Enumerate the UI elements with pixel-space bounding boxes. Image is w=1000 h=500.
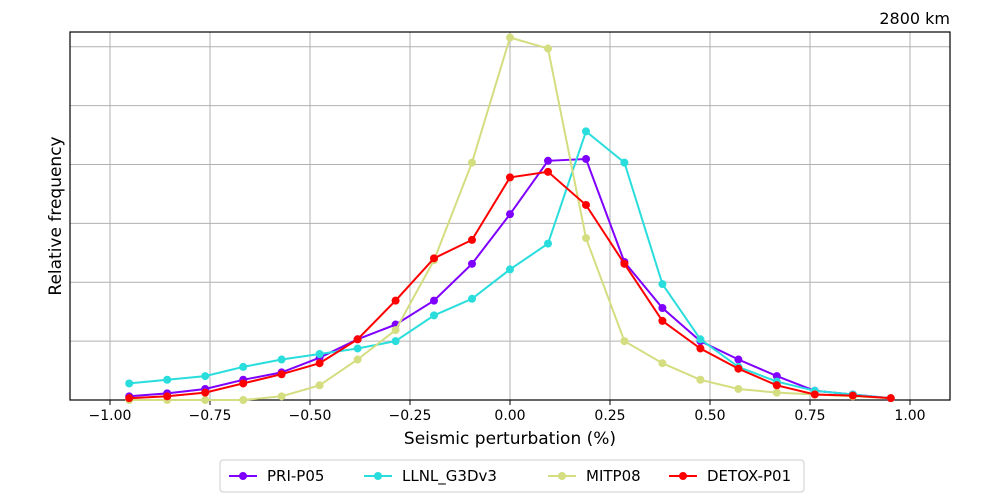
data-point-detox-p01-15 <box>696 344 705 353</box>
data-point-mitp08-4 <box>277 392 286 401</box>
data-point-pri-p05-12 <box>582 154 590 163</box>
data-point-detox-p01-11 <box>544 167 552 176</box>
legend-swatch-marker-llnl-g3dv3 <box>374 472 382 480</box>
data-point-llnl-g3dv3-12 <box>582 127 590 136</box>
x-axis-ticks: −1.00 −0.75 −0.50 −0.25 0.00 0.25 0.50 0.75 1.00 <box>89 400 926 424</box>
data-point-llnl-g3dv3-10 <box>506 265 514 274</box>
data-point-mitp08-7 <box>391 326 400 335</box>
data-point-pri-p05-11 <box>544 156 552 165</box>
data-point-pri-p05-17 <box>772 372 781 381</box>
data-point-detox-p01-4 <box>277 370 286 379</box>
legend: PRI-P05 LLNL_G3Dv3 MITP08 DETOX-P01 <box>219 459 805 493</box>
data-point-mitp08-5 <box>315 381 324 390</box>
data-point-detox-p01-6 <box>353 335 362 344</box>
x-tick-label-2: −0.50 <box>289 408 332 424</box>
data-point-mitp08-13 <box>620 337 629 346</box>
data-point-llnl-g3dv3-9 <box>468 294 476 303</box>
data-point-llnl-g3dv3-14 <box>658 280 667 289</box>
data-point-detox-p01-20 <box>886 394 895 403</box>
data-point-detox-p01-16 <box>734 364 743 373</box>
data-point-detox-p01-7 <box>391 296 400 305</box>
legend-swatch-marker-detox-p01 <box>679 472 687 480</box>
x-tick-label-1: −0.75 <box>189 408 232 424</box>
data-point-pri-p05-16 <box>734 355 743 364</box>
data-point-detox-p01-18 <box>810 390 819 399</box>
x-axis-label: Seismic perturbation (%) <box>404 429 616 449</box>
data-point-mitp08-3 <box>239 396 248 404</box>
data-point-mitp08-9 <box>468 158 476 167</box>
data-point-detox-p01-17 <box>772 381 781 390</box>
data-point-detox-p01-10 <box>506 173 514 182</box>
data-point-llnl-g3dv3-2 <box>201 372 210 381</box>
data-point-llnl-g3dv3-1 <box>163 375 172 384</box>
data-point-detox-p01-5 <box>315 359 324 368</box>
data-point-detox-p01-1 <box>163 392 172 401</box>
data-point-mitp08-11 <box>544 44 552 53</box>
legend-swatch-marker-mitp08 <box>558 472 566 480</box>
data-point-pri-p05-9 <box>468 259 476 268</box>
x-tick-label-4: 0.00 <box>494 408 525 424</box>
x-tick-label-0: −1.00 <box>89 408 132 424</box>
legend-label-pri-p05: PRI-P05 <box>267 467 324 485</box>
data-point-detox-p01-19 <box>848 391 857 400</box>
x-tick-label-6: 0.50 <box>694 408 725 424</box>
data-point-mitp08-2 <box>201 396 210 404</box>
data-point-llnl-g3dv3-3 <box>239 362 248 371</box>
data-point-mitp08-16 <box>734 384 743 393</box>
legend-swatch-marker-pri-p05 <box>239 472 247 480</box>
data-point-llnl-g3dv3-6 <box>353 344 362 353</box>
data-point-pri-p05-14 <box>658 304 667 312</box>
legend-label-llnl-g3dv3: LLNL_G3Dv3 <box>402 467 497 486</box>
legend-label-mitp08: MITP08 <box>586 467 641 485</box>
data-point-mitp08-14 <box>658 359 667 368</box>
x-tick-label-7: 0.75 <box>794 408 825 424</box>
series-layer <box>125 33 895 404</box>
data-point-llnl-g3dv3-8 <box>430 311 438 320</box>
legend-label-detox-p01: DETOX-P01 <box>707 467 791 485</box>
data-point-detox-p01-9 <box>468 235 476 244</box>
x-tick-label-3: −0.25 <box>389 408 432 424</box>
data-point-mitp08-12 <box>582 234 590 243</box>
data-point-mitp08-15 <box>696 375 705 384</box>
x-tick-label-8: 1.00 <box>894 408 925 424</box>
data-point-llnl-g3dv3-11 <box>544 239 552 248</box>
data-point-detox-p01-12 <box>582 200 590 209</box>
data-point-llnl-g3dv3-13 <box>620 158 629 167</box>
y-axis-label: Relative frequency <box>46 136 66 295</box>
data-point-detox-p01-14 <box>658 316 667 325</box>
data-point-pri-p05-10 <box>506 210 514 219</box>
data-point-detox-p01-3 <box>239 379 248 388</box>
data-point-detox-p01-8 <box>430 254 438 263</box>
data-point-llnl-g3dv3-4 <box>277 355 286 364</box>
data-point-llnl-g3dv3-0 <box>125 379 134 388</box>
data-point-mitp08-17 <box>772 388 781 397</box>
data-point-detox-p01-13 <box>620 259 629 268</box>
legend-items: PRI-P05 LLNL_G3Dv3 MITP08 DETOX-P01 <box>229 467 791 486</box>
data-point-mitp08-6 <box>353 355 362 364</box>
data-point-llnl-g3dv3-7 <box>391 337 400 346</box>
grid-layer <box>70 32 950 400</box>
data-point-detox-p01-2 <box>201 388 210 397</box>
chart-title: 2800 km <box>879 9 950 28</box>
x-tick-label-5: 0.25 <box>594 408 625 424</box>
data-point-mitp08-10 <box>506 33 514 42</box>
data-point-llnl-g3dv3-5 <box>315 350 324 358</box>
legend-box <box>219 459 805 493</box>
data-point-llnl-g3dv3-15 <box>696 335 705 344</box>
data-point-pri-p05-8 <box>430 296 438 305</box>
series-detox-p01 <box>125 167 895 403</box>
data-point-detox-p01-0 <box>125 394 134 403</box>
